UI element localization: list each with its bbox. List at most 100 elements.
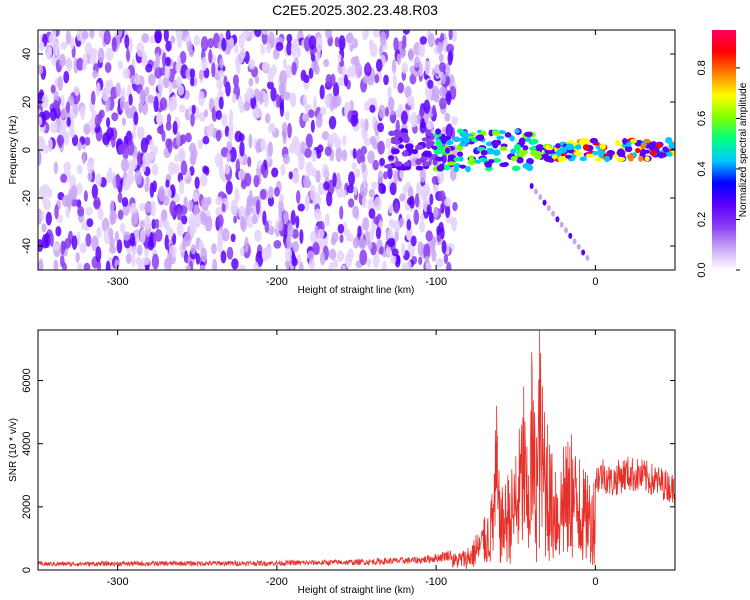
spectrogram-cell [438, 53, 444, 63]
spectrogram-cell [303, 179, 312, 189]
spectrogram-cell [203, 109, 209, 118]
spectrogram-cell [321, 131, 330, 141]
spectrogram-cell [63, 70, 70, 84]
spectrogram-cell [409, 65, 415, 75]
spectrogram-cell [125, 107, 134, 119]
spectrogram-cell [438, 190, 446, 202]
spectrogram-signal-cell [626, 154, 634, 159]
spectrogram-cell [86, 218, 94, 228]
spectrogram-trace-cell [555, 216, 560, 223]
spectrogram-cell [362, 217, 370, 231]
spectrogram-cell [342, 135, 347, 146]
spectrogram-cell [337, 76, 345, 87]
spectrogram-signal-cell [518, 150, 526, 158]
spectrogram-cell [368, 208, 376, 219]
spectrogram-cell [65, 207, 70, 218]
spectrogram-cell [40, 210, 45, 221]
spectrogram-cell [231, 258, 239, 270]
spectrogram-cell [53, 161, 59, 175]
spectrogram-cell [352, 205, 360, 219]
spectrogram-signal-cell [436, 164, 445, 172]
spectrogram-signal-cell [522, 145, 529, 151]
spectrogram-cell [145, 63, 153, 73]
spectrogram-cell [423, 99, 431, 114]
spectrogram-cell [267, 67, 274, 83]
spectrogram-cell [308, 35, 317, 50]
spectrogram-cell [198, 69, 205, 80]
spectrogram-cell [303, 148, 312, 158]
spectrogram-signal-cell [453, 157, 460, 162]
spectrogram-signal-cell [393, 131, 399, 136]
spectrogram-cell [302, 94, 308, 109]
spectrogram-cell [102, 132, 111, 146]
spectrogram-signal-cell [666, 151, 673, 157]
spectrogram-cell [317, 144, 324, 153]
top-y-tick-label: -40 [21, 238, 33, 254]
spectrogram-cell [275, 93, 281, 108]
spectrogram-cell [282, 58, 287, 69]
spectrogram-cell [297, 203, 305, 212]
spectrogram-cell [424, 60, 431, 76]
spectrogram-cell [121, 117, 127, 126]
spectrogram-cell [71, 134, 79, 147]
spectrogram-cell [190, 76, 195, 87]
spectrogram-cell [65, 30, 71, 45]
spectrogram-cell [179, 179, 185, 195]
spectrogram-cell [373, 30, 381, 38]
spectrogram-cell [397, 82, 405, 94]
spectrogram-cell [119, 222, 126, 234]
spectrogram-signal-cell [529, 138, 539, 145]
spectrogram-cell [313, 208, 322, 221]
spectrogram-cell [336, 250, 345, 262]
spectrogram-cell [128, 37, 133, 54]
spectrogram-cell [60, 240, 65, 256]
spectrogram-cell [55, 225, 62, 237]
bottom-x-tick-label: -100 [425, 576, 447, 588]
spectrogram-cell [86, 158, 94, 174]
spectrogram-cell [122, 68, 131, 79]
spectrogram-cell [181, 214, 188, 225]
spectrogram-cell [323, 181, 330, 191]
spectrogram-cell [109, 210, 117, 225]
spectrogram-cell [286, 233, 292, 249]
spectrogram-cell [49, 121, 58, 134]
spectrogram-cell [219, 58, 224, 69]
spectrogram-cell [395, 255, 401, 265]
spectrogram-cell [426, 120, 434, 131]
spectrogram-cell [60, 94, 65, 108]
spectrogram-signal-cell [431, 145, 438, 150]
spectrogram-cell [127, 139, 135, 156]
spectrogram-cell [295, 215, 300, 229]
spectrogram-cell [83, 123, 91, 135]
spectrogram-cell [96, 226, 102, 239]
spectrogram-cell [109, 245, 117, 254]
spectrogram-cell [231, 93, 237, 104]
spectrogram-signal-cell [630, 138, 638, 144]
spectrogram-cell [413, 56, 421, 68]
spectrogram-cell [255, 199, 261, 215]
spectrogram-cell [215, 109, 222, 121]
spectrogram-signal-cell [668, 143, 675, 149]
spectrogram-cell [194, 176, 200, 190]
spectrogram-cell [362, 175, 367, 189]
spectrogram-cell [310, 53, 316, 62]
spectrogram-cell [253, 261, 259, 270]
spectrogram-cell [41, 94, 49, 109]
spectrogram-cell [221, 37, 227, 52]
spectrogram-cell [425, 230, 433, 242]
spectrogram-cell [106, 117, 111, 128]
spectrogram-cell [197, 138, 204, 149]
spectrogram-cell [81, 222, 88, 231]
spectrogram-cell [109, 200, 115, 214]
spectrogram-cell [244, 236, 249, 253]
spectrogram-cell [117, 192, 123, 204]
spectrogram-signal-cell [456, 128, 464, 134]
spectrogram-cell [379, 31, 387, 47]
spectrogram-cell [111, 135, 116, 148]
spectrogram-signal-cell [499, 146, 508, 151]
spectrogram-cell [38, 116, 43, 126]
spectrogram-cell [404, 85, 412, 99]
spectrogram-cell [115, 173, 120, 190]
spectrogram-cell [225, 180, 233, 195]
spectrogram-signal-cell [663, 148, 670, 153]
